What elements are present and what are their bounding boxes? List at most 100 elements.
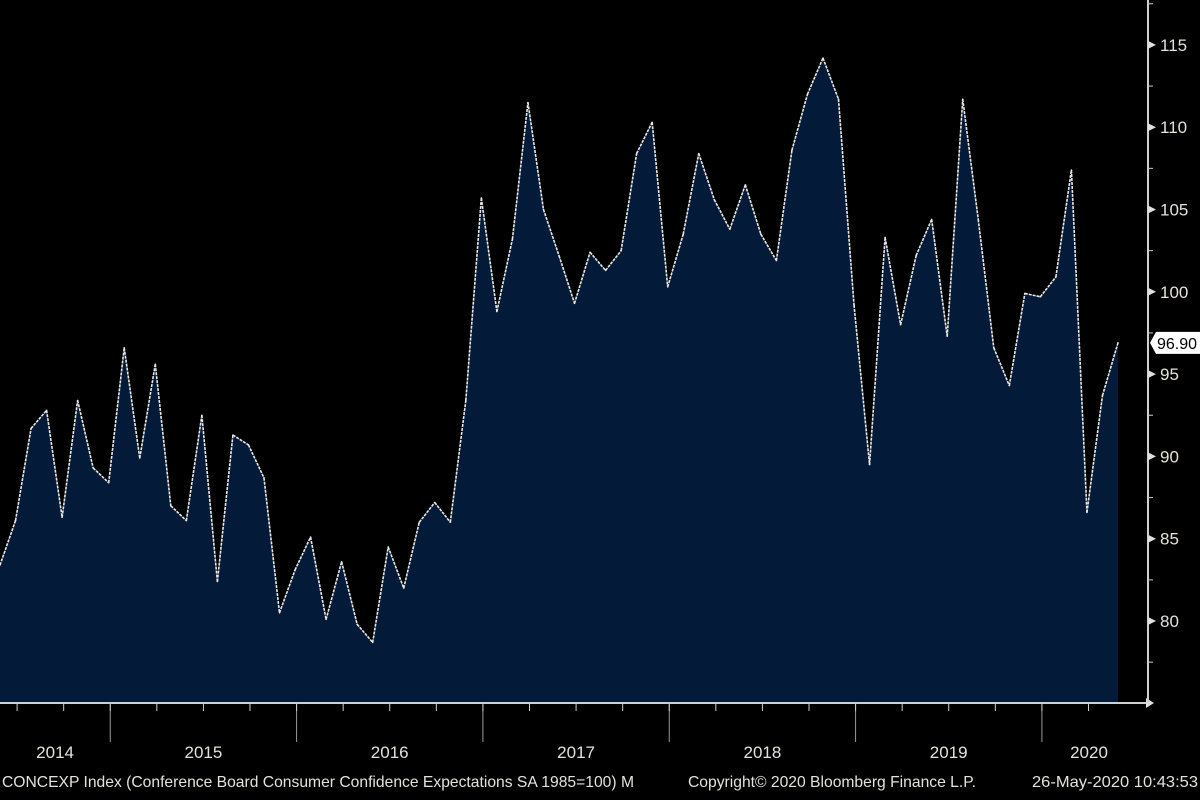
data-point xyxy=(1117,342,1119,344)
series-line-segment xyxy=(713,199,731,230)
series-line-segment xyxy=(402,522,421,589)
series-line-segment xyxy=(61,400,79,518)
series-line-segment xyxy=(682,153,700,235)
data-point xyxy=(138,457,141,459)
x-tick-label: 2016 xyxy=(371,743,409,762)
data-point xyxy=(961,98,964,101)
data-point xyxy=(170,504,172,507)
data-point xyxy=(542,208,545,211)
series-line-segment xyxy=(107,347,126,483)
data-point xyxy=(30,427,32,430)
data-point xyxy=(216,580,219,583)
series-line-segment xyxy=(185,415,203,521)
data-point xyxy=(729,228,731,231)
y-tick-label: 100 xyxy=(1160,283,1188,302)
x-axis-labels: 2014 2015 2016 2017 2018 2019 2020 xyxy=(36,743,1108,762)
data-point xyxy=(1008,384,1011,387)
series-line-segment xyxy=(92,467,110,484)
data-point xyxy=(263,476,265,479)
data-point xyxy=(775,259,778,262)
series-line-segment xyxy=(387,546,405,589)
data-point xyxy=(573,302,576,305)
x-tick-label: 2020 xyxy=(1070,743,1108,762)
series-line-segment xyxy=(1039,276,1057,298)
series-line-segment xyxy=(993,347,1011,386)
series-line-segment xyxy=(309,536,327,620)
series-line-segment xyxy=(278,569,296,614)
y-major-tick xyxy=(1148,534,1156,543)
data-point xyxy=(465,399,467,402)
series-line-segment xyxy=(340,561,358,625)
y-tick-label: 105 xyxy=(1160,201,1188,220)
data-point xyxy=(107,481,110,484)
data-point xyxy=(61,516,63,519)
series-line-segment xyxy=(216,434,234,582)
series-line-segment xyxy=(325,561,343,620)
series-line-segment xyxy=(977,219,995,348)
series-line-segment xyxy=(294,536,312,571)
y-major-tick xyxy=(1148,452,1156,461)
data-point xyxy=(402,587,405,589)
data-point xyxy=(651,121,653,124)
series-line-segment xyxy=(604,250,622,271)
data-point xyxy=(371,641,374,644)
data-point xyxy=(1070,169,1073,171)
series-line-segment xyxy=(434,501,451,523)
data-point xyxy=(325,618,327,621)
y-tick-label: 115 xyxy=(1160,36,1187,55)
data-point xyxy=(697,152,700,155)
y-tick-label: 85 xyxy=(1160,530,1179,549)
data-point xyxy=(527,101,529,104)
series-line-segment xyxy=(123,347,141,459)
data-point xyxy=(666,286,669,288)
data-point xyxy=(123,346,126,349)
y-major-tick xyxy=(1148,40,1156,49)
data-point xyxy=(558,254,560,257)
x-tick-label: 2014 xyxy=(36,743,74,762)
last-value-label: 96.90 xyxy=(1157,336,1197,353)
x-tick-label: 2015 xyxy=(184,743,222,762)
series-line-segment xyxy=(775,150,793,261)
data-point xyxy=(682,233,685,235)
area-fill xyxy=(0,58,1118,704)
series-line-segment xyxy=(480,197,498,312)
data-point xyxy=(1039,295,1042,298)
series-line-segment xyxy=(946,99,964,337)
data-point xyxy=(1101,394,1104,397)
y-tick-label: 90 xyxy=(1160,447,1179,466)
data-point xyxy=(511,238,514,240)
data-point xyxy=(1055,276,1057,278)
data-point xyxy=(853,304,855,306)
series-line-segment xyxy=(915,219,933,256)
series-line-segment xyxy=(1070,169,1088,513)
series-line-segment xyxy=(806,57,824,95)
data-point xyxy=(930,218,933,221)
series-line-segment xyxy=(14,428,32,521)
series-line-segment xyxy=(371,546,389,643)
x-tick-label: 2017 xyxy=(557,743,595,762)
data-point xyxy=(247,444,250,446)
y-tick-label: 80 xyxy=(1160,612,1179,631)
data-point xyxy=(868,463,871,466)
series-line-segment xyxy=(837,99,855,306)
series-line-segment xyxy=(697,153,716,200)
data-point xyxy=(92,467,94,469)
data-point xyxy=(760,233,762,235)
data-point xyxy=(884,236,886,239)
series-line-segment xyxy=(635,121,653,154)
data-point xyxy=(713,198,716,201)
data-point xyxy=(946,335,948,338)
data-point xyxy=(387,546,389,548)
data-point xyxy=(418,521,421,524)
series-line-segment xyxy=(1101,342,1119,396)
series-line-segment xyxy=(1024,292,1041,298)
data-point xyxy=(201,414,203,417)
footer-copyright: Copyright© 2020 Bloomberg Finance L.P. xyxy=(688,774,976,791)
data-point xyxy=(589,251,591,254)
data-point xyxy=(0,564,1,566)
data-point xyxy=(480,197,483,199)
data-point xyxy=(185,519,188,522)
data-point xyxy=(76,399,79,402)
series-line-segment xyxy=(620,153,638,251)
series-line-segment xyxy=(542,209,560,256)
